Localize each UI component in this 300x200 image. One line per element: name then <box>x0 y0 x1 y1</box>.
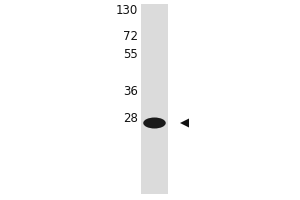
Bar <box>141 4 168 194</box>
Text: 36: 36 <box>123 85 138 98</box>
Text: 55: 55 <box>123 48 138 62</box>
Ellipse shape <box>143 117 166 129</box>
Polygon shape <box>180 118 189 128</box>
Text: 130: 130 <box>116 4 138 18</box>
Text: 28: 28 <box>123 112 138 126</box>
Text: 72: 72 <box>123 30 138 44</box>
